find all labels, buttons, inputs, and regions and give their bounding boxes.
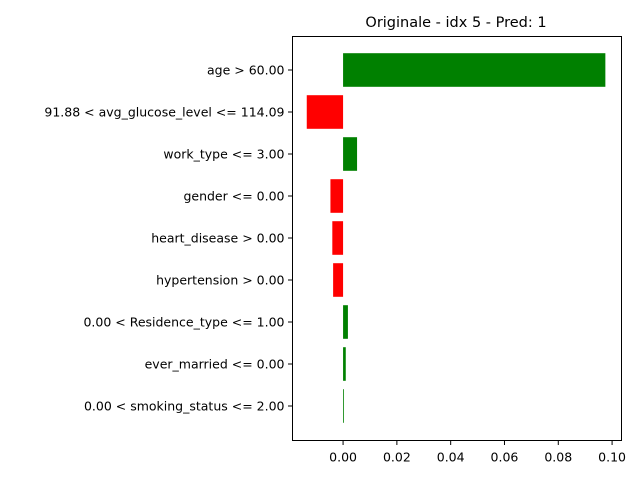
y-tick-label-2: work_type <= 3.00	[163, 147, 284, 162]
y-tick-label-4: heart_disease > 0.00	[151, 231, 284, 246]
y-tick-label-8: 0.00 < smoking_status <= 2.00	[84, 399, 285, 414]
bar-3	[330, 179, 344, 213]
bars	[306, 53, 606, 423]
bar-8	[343, 389, 344, 423]
y-tick-label-7: ever_married <= 0.00	[145, 357, 285, 372]
x-tick-label-1: 0.02	[383, 450, 411, 465]
chart-title: Originale - idx 5 - Pred: 1	[365, 15, 546, 31]
y-tick-label-5: hypertension > 0.00	[156, 273, 284, 288]
x-tick-label-3: 0.06	[491, 450, 519, 465]
bar-1	[306, 95, 344, 129]
x-tick-label-5: 0.10	[598, 450, 626, 465]
x-tick-label-0: 0.00	[329, 450, 357, 465]
y-tick-label-0: age > 60.00	[207, 63, 285, 78]
plot-frame	[292, 36, 622, 441]
x-axis: 0.00 0.02 0.04 0.06 0.08 0.10	[329, 440, 626, 465]
bar-7	[343, 347, 346, 381]
y-tick-label-6: 0.00 < Residence_type <= 1.00	[83, 315, 284, 330]
y-tick-label-1: 91.88 < avg_glucose_level <= 114.09	[44, 105, 284, 120]
x-tick-label-4: 0.08	[544, 450, 572, 465]
bar-6	[343, 305, 348, 339]
x-tick-label-2: 0.04	[437, 450, 465, 465]
bar-5	[333, 263, 344, 297]
bar-0	[343, 53, 606, 87]
bar-4	[332, 221, 344, 255]
y-tick-label-3: gender <= 0.00	[183, 189, 284, 204]
bar-2	[343, 137, 358, 171]
y-axis-labels: age > 60.00 91.88 < avg_glucose_level <= …	[44, 63, 293, 414]
